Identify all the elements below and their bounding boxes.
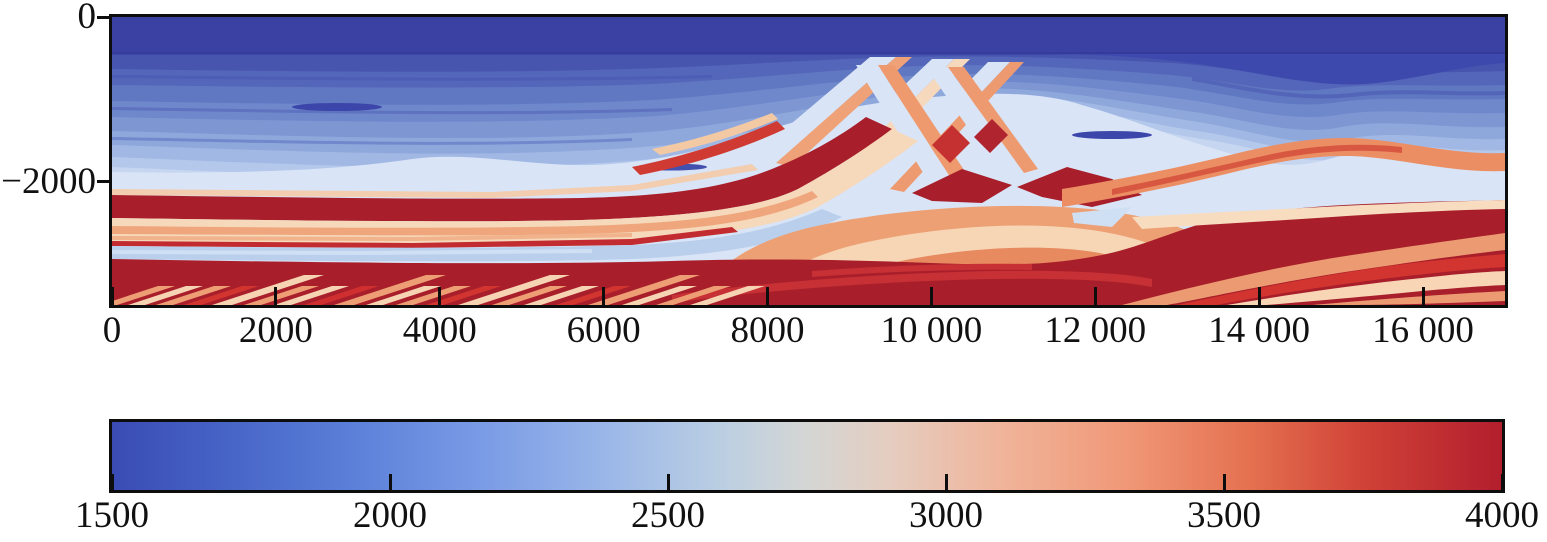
x-axis-tick — [438, 287, 442, 305]
x-axis-tick-label: 16 000 — [1372, 310, 1474, 351]
colorbar-tick — [388, 474, 392, 490]
colorbar-gradient — [112, 422, 1502, 490]
deep-high-velocity-unit — [112, 200, 1505, 305]
plot-frame — [109, 14, 1508, 308]
x-axis-tick — [929, 287, 933, 305]
bottom-left-dipping-stripes — [112, 275, 765, 305]
colorbar — [109, 419, 1505, 493]
colorbar-tick-label: 3500 — [1187, 495, 1261, 536]
colorbar-tick-label: 2000 — [353, 495, 427, 536]
x-axis-tick-label: 14 000 — [1208, 310, 1311, 351]
colorbar-tick — [944, 474, 948, 490]
colorbar-tick-label: 2500 — [631, 495, 705, 536]
x-axis-tick — [110, 287, 114, 305]
right-warm-bands — [1062, 138, 1505, 229]
colorbar-tick — [110, 474, 114, 490]
x-axis-tick-label: 8000 — [730, 310, 805, 351]
colorbar-tick — [666, 474, 670, 490]
x-axis-tick-label: 12 000 — [1044, 310, 1147, 351]
x-axis-tick-label: 2000 — [238, 310, 313, 351]
bottom-right-dipping-stripes — [1122, 233, 1505, 305]
y-axis-tick-label: −2000 — [1, 160, 96, 202]
colorbar-tick-label: 4000 — [1465, 495, 1539, 536]
y-axis-tick-label: 0 — [77, 0, 97, 37]
x-axis-tick — [1257, 287, 1261, 305]
y-axis-tick — [97, 180, 112, 184]
left-warm-bands — [112, 117, 918, 262]
colorbar-tick-label: 1500 — [75, 495, 149, 536]
x-axis-tick — [602, 287, 606, 305]
x-axis-tick — [1093, 287, 1097, 305]
water-layer — [112, 17, 1505, 85]
colorbar-tick — [1500, 474, 1504, 490]
x-axis-tick-label: 6000 — [566, 310, 641, 351]
fault-zone — [632, 57, 1038, 192]
x-axis-tick — [274, 287, 278, 305]
x-axis-tick — [1421, 287, 1425, 305]
x-axis-tick — [766, 287, 770, 305]
colorbar-tick — [1222, 474, 1226, 490]
velocity-model-heatmap — [112, 17, 1505, 305]
colorbar-tick-label: 3000 — [909, 495, 983, 536]
x-axis-tick-label: 0 — [102, 310, 122, 351]
x-axis-tick-label: 10 000 — [880, 310, 983, 351]
y-axis-tick — [97, 15, 112, 19]
x-axis-tick-label: 4000 — [402, 310, 477, 351]
